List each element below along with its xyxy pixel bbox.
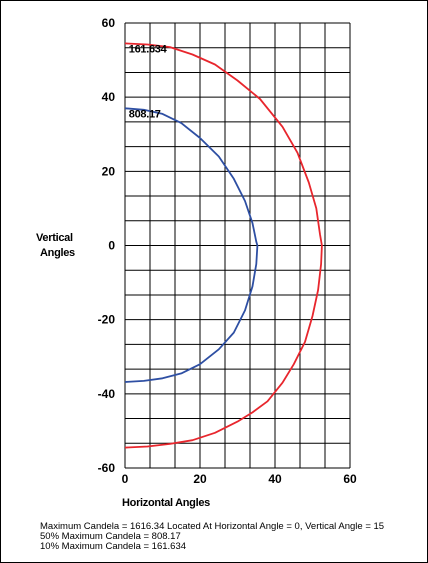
footer-10pct: 10% Maximum Candela = 161.634: [40, 541, 187, 552]
x-axis-title: Horizontal Angles: [122, 497, 210, 509]
footer-max-candela: Maximum Candela = 1616.34 Located At Hor…: [40, 521, 385, 532]
y-tick-label: 0: [108, 239, 115, 253]
y-tick-label: 40: [102, 90, 116, 104]
y-tick-label: 60: [102, 16, 116, 30]
series-line-1: [124, 107, 259, 383]
x-tick-label: 20: [193, 472, 207, 486]
series-label-0: 161.634: [129, 44, 168, 56]
x-tick-label: 40: [268, 472, 282, 486]
x-tick-label: 0: [122, 472, 129, 486]
chart-series: 161.634 808.17: [124, 42, 323, 449]
y-tick-label: 20: [102, 164, 116, 178]
series-label-1: 808.17: [129, 109, 161, 121]
y-axis-title-line2: Angles: [40, 247, 75, 259]
y-tick-label: -40: [98, 387, 116, 401]
y-axis-title-line1: Vertical: [36, 232, 73, 244]
x-tick-label: 60: [343, 472, 357, 486]
series-line-0: [124, 42, 323, 449]
y-tick-label: -20: [98, 313, 116, 327]
footer-50pct: 50% Maximum Candela = 808.17: [40, 531, 181, 542]
y-tick-label: -60: [98, 461, 116, 475]
chart-grid: [124, 22, 351, 469]
axis-ticks: 60 40 20 0 -20 -40 -60 0 20 40 60: [98, 16, 357, 486]
chart-footer: Maximum Candela = 1616.34 Located At Hor…: [40, 522, 384, 552]
